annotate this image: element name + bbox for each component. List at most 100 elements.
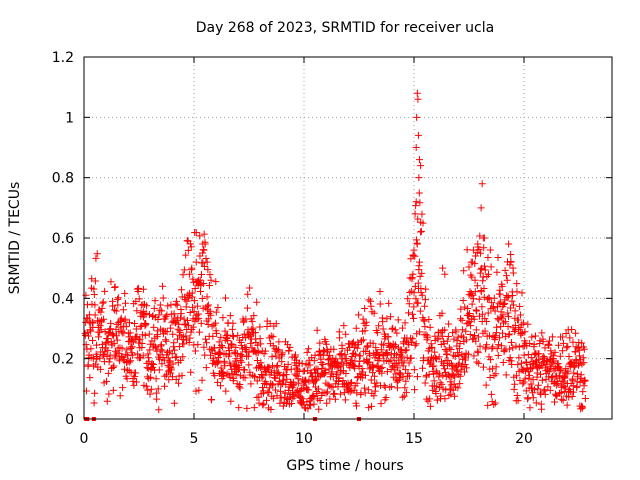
data-point (492, 332, 500, 340)
data-point (161, 372, 169, 380)
data-point (242, 334, 250, 342)
data-point (545, 341, 553, 349)
data-point (165, 358, 173, 366)
data-point (170, 339, 178, 347)
data-point (91, 389, 99, 397)
data-point (424, 334, 432, 342)
data-point (546, 386, 554, 394)
data-point (573, 378, 581, 386)
data-point (90, 291, 98, 299)
data-point (569, 382, 577, 390)
data-point (548, 333, 556, 341)
data-point (96, 365, 104, 373)
data-point (537, 370, 544, 378)
data-point (178, 372, 186, 380)
data-point (482, 381, 490, 389)
data-point (451, 373, 459, 381)
data-point (189, 323, 197, 331)
data-point (90, 285, 98, 293)
data-point (379, 325, 387, 333)
data-point (400, 392, 408, 400)
data-point (155, 311, 163, 319)
data-point (377, 400, 385, 408)
data-point (257, 371, 265, 379)
data-point (510, 301, 518, 309)
data-point (491, 307, 499, 315)
data-point (359, 336, 367, 344)
data-point (151, 297, 159, 305)
data-point (84, 361, 92, 369)
data-point (200, 263, 208, 271)
data-point (247, 339, 255, 347)
data-point (541, 386, 549, 394)
data-point (394, 364, 402, 372)
data-point (454, 349, 462, 357)
data-point (119, 384, 127, 392)
data-point (444, 356, 452, 364)
data-point (149, 361, 157, 369)
data-point (179, 353, 187, 361)
data-point (529, 376, 537, 384)
data-point (87, 327, 95, 335)
data-point (432, 389, 440, 397)
data-point (266, 320, 274, 328)
data-point (514, 316, 522, 324)
data-point (110, 362, 118, 370)
data-point (194, 341, 202, 349)
data-point (254, 341, 262, 349)
data-point (441, 395, 449, 403)
y-tick-labels: 0 0.2 0.4 0.6 0.8 1 1.2 (52, 50, 74, 428)
data-point (161, 382, 169, 390)
data-point (321, 370, 329, 378)
data-point (206, 271, 214, 279)
data-point (518, 321, 526, 329)
data-point (383, 368, 391, 376)
data-point (180, 315, 188, 323)
data-point (415, 174, 423, 182)
data-point (464, 305, 472, 313)
data-point (129, 374, 137, 382)
data-point (175, 320, 183, 328)
data-point (474, 349, 482, 357)
x-tick-label: 5 (190, 431, 199, 447)
data-point (407, 338, 415, 346)
data-point (175, 379, 183, 387)
data-point (564, 367, 572, 375)
data-point (322, 369, 330, 377)
data-point (175, 372, 183, 380)
data-point (365, 358, 373, 366)
data-point (411, 386, 419, 394)
data-point (411, 341, 419, 349)
data-point (306, 361, 314, 369)
data-point (162, 313, 170, 321)
data-point (422, 330, 430, 338)
data-point (84, 314, 92, 322)
data-point (455, 352, 463, 360)
data-point (461, 303, 469, 311)
x-tick-label: 20 (515, 431, 533, 447)
data-point (453, 337, 461, 345)
data-point (88, 336, 96, 344)
data-point (483, 341, 491, 349)
data-point (200, 230, 208, 238)
data-point (152, 344, 160, 352)
data-point (506, 304, 514, 312)
data-point (493, 323, 501, 331)
data-point (119, 355, 127, 363)
data-point (534, 381, 542, 389)
data-point (195, 386, 203, 394)
data-point (376, 288, 384, 296)
data-point (82, 291, 90, 299)
data-point (473, 307, 481, 315)
data-point (136, 323, 144, 331)
data-point (245, 361, 253, 369)
data-point (571, 348, 579, 356)
data-point (493, 268, 501, 276)
data-point (526, 404, 534, 412)
data-point (288, 400, 296, 408)
data-point (466, 330, 474, 338)
data-point (418, 364, 426, 372)
data-point (145, 375, 153, 383)
data-point (413, 113, 421, 121)
data-point (491, 399, 499, 407)
